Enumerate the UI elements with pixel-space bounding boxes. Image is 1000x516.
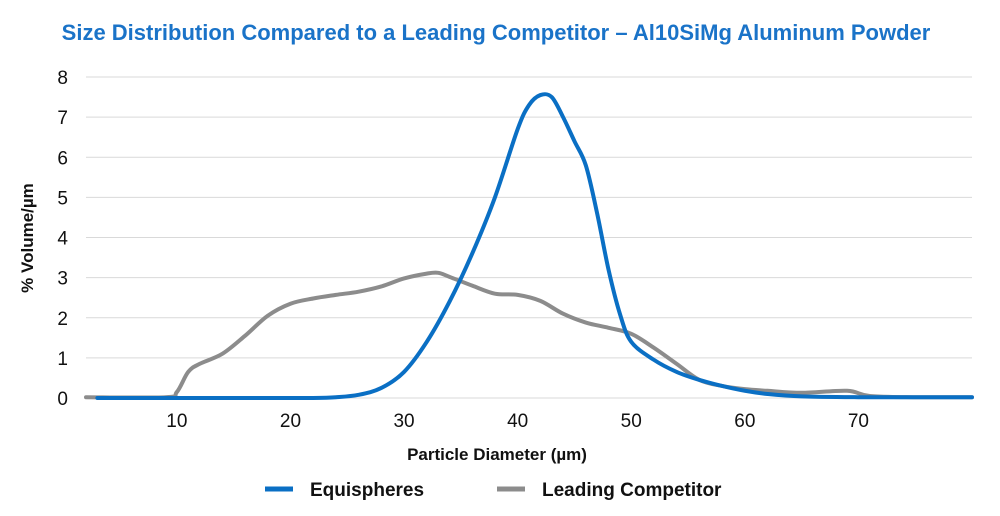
x-axis-ticks: 10 20 30 40 50 60 70 [166,411,869,432]
x-tick-label-30: 30 [393,411,414,432]
y-tick-label-4: 4 [57,229,68,250]
x-axis-label: Particle Diameter (µm) [407,445,587,464]
y-axis-ticks: 0 1 2 3 4 5 6 7 8 [57,68,68,410]
legend-label-equispheres: Equispheres [310,480,424,501]
y-tick-label-3: 3 [57,269,68,290]
x-tick-label-60: 60 [734,411,755,432]
chart-title: Size Distribution Compared to a Leading … [62,20,931,45]
legend-label-leading-competitor: Leading Competitor [542,480,722,501]
y-tick-label-0: 0 [57,389,68,410]
grid-lines [86,76,972,399]
y-tick-label-8: 8 [57,68,68,89]
y-axis-label: % Volume/µm [18,183,37,293]
legend: Equispheres Leading Competitor [265,480,722,501]
series-line-equispheres [95,92,974,401]
x-tick-label-70: 70 [848,411,869,432]
y-tick-label-7: 7 [57,108,68,129]
y-tick-label-2: 2 [57,309,68,330]
y-tick-label-1: 1 [57,349,68,370]
series-line-leading-competitor [84,270,974,400]
x-tick-label-40: 40 [507,411,528,432]
y-tick-label-5: 5 [57,188,68,209]
x-tick-label-10: 10 [166,411,187,432]
x-tick-label-50: 50 [621,411,642,432]
y-tick-label-6: 6 [57,148,68,169]
x-tick-label-20: 20 [280,411,301,432]
series-lines [84,92,974,401]
